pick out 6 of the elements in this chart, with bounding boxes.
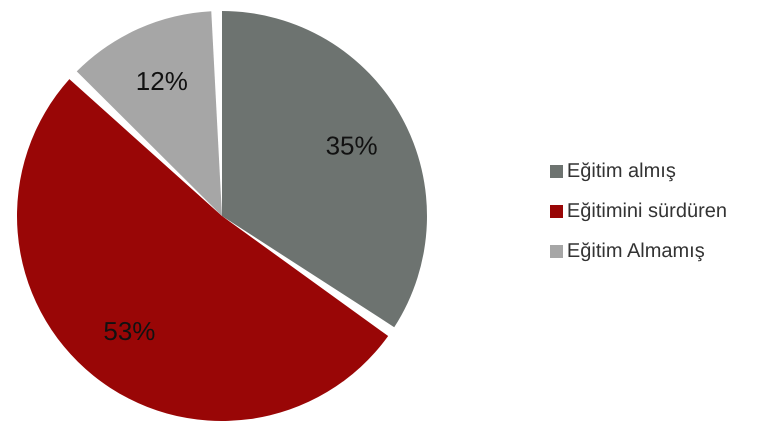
data-label: 35% bbox=[326, 130, 378, 160]
legend-label: Eğitimini sürdüren bbox=[566, 200, 727, 222]
data-label: 12% bbox=[136, 66, 188, 96]
data-label: 53% bbox=[103, 316, 156, 346]
legend-label: Eğitim Almamış bbox=[566, 240, 705, 262]
legend-label: Eğitim almış bbox=[566, 160, 676, 182]
